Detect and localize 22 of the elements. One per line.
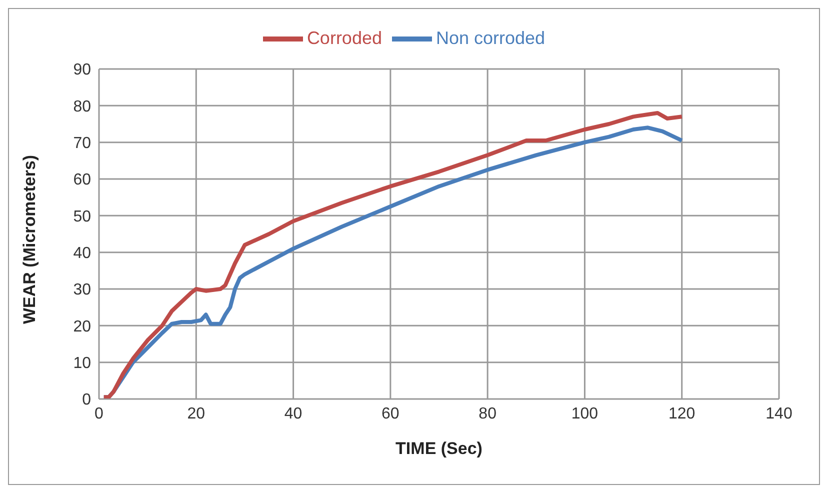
- y-tick-label: 50: [73, 208, 92, 226]
- y-tick-label: 0: [82, 392, 92, 409]
- y-tick-label: 90: [73, 62, 92, 79]
- x-tick-label: 20: [187, 405, 206, 422]
- x-tick-label: 120: [668, 405, 696, 422]
- y-tick-label: 60: [73, 172, 92, 189]
- x-axis-title: TIME (Sec): [396, 439, 482, 458]
- legend-label: Corroded: [306, 28, 382, 48]
- y-tick-label: 40: [73, 245, 92, 262]
- x-tick-label: 0: [94, 405, 104, 422]
- y-axis-title: WEAR (Micrometers): [20, 154, 40, 324]
- x-tick-label: 60: [382, 405, 400, 422]
- y-tick-label: 30: [73, 282, 92, 299]
- y-tick-label: 10: [73, 355, 92, 372]
- y-tick-label: 70: [73, 135, 92, 152]
- y-tick-label: 80: [73, 98, 92, 116]
- x-tick-label: 100: [571, 405, 598, 422]
- x-tick-label: 140: [766, 405, 792, 422]
- y-tick-label: 20: [73, 318, 92, 336]
- x-tick-label: 40: [284, 405, 302, 422]
- legend-label: Non corroded: [436, 28, 546, 48]
- x-tick-label: 80: [478, 405, 497, 422]
